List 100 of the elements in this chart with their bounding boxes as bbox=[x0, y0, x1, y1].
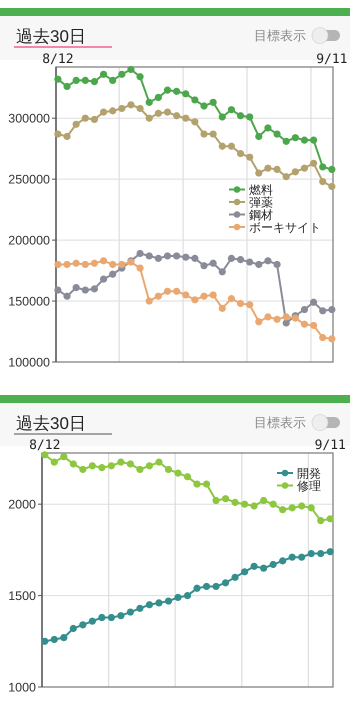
point bbox=[240, 568, 248, 576]
point bbox=[273, 260, 281, 268]
point bbox=[218, 268, 226, 276]
point bbox=[146, 297, 153, 305]
point bbox=[328, 306, 336, 314]
point bbox=[236, 112, 244, 120]
point bbox=[63, 292, 71, 300]
point bbox=[218, 142, 226, 150]
point bbox=[310, 160, 318, 167]
point bbox=[326, 548, 334, 556]
point bbox=[108, 614, 115, 622]
point bbox=[246, 113, 254, 121]
point bbox=[155, 599, 163, 607]
legend-label: 弾薬 bbox=[249, 195, 273, 210]
point bbox=[164, 597, 172, 605]
point bbox=[136, 104, 144, 112]
legend-label: 燃料 bbox=[249, 182, 273, 197]
point bbox=[326, 515, 334, 522]
point bbox=[108, 462, 115, 470]
point bbox=[212, 582, 220, 590]
point bbox=[328, 335, 336, 342]
point bbox=[98, 614, 106, 622]
point bbox=[109, 260, 116, 268]
point bbox=[72, 284, 80, 292]
point bbox=[210, 260, 217, 267]
point bbox=[255, 260, 262, 268]
point bbox=[70, 624, 77, 632]
point bbox=[246, 258, 254, 266]
text: 目標表示 bbox=[254, 415, 306, 430]
point bbox=[228, 142, 236, 150]
point bbox=[279, 506, 286, 514]
point bbox=[282, 173, 290, 180]
point bbox=[319, 178, 326, 186]
point bbox=[173, 88, 180, 95]
point bbox=[117, 458, 124, 466]
point bbox=[182, 90, 190, 98]
point bbox=[317, 550, 324, 558]
point bbox=[72, 120, 80, 128]
point bbox=[231, 498, 239, 506]
point bbox=[210, 291, 217, 299]
point bbox=[182, 291, 190, 299]
y-tick-label: 300000 bbox=[8, 112, 50, 126]
point bbox=[292, 168, 299, 176]
point bbox=[70, 460, 77, 468]
point bbox=[109, 107, 116, 114]
x-tick-label: 9/11 bbox=[314, 438, 346, 453]
point bbox=[173, 252, 180, 260]
point bbox=[136, 466, 144, 474]
point bbox=[63, 260, 71, 268]
point bbox=[174, 470, 182, 477]
point bbox=[146, 462, 154, 470]
point bbox=[240, 500, 248, 508]
point bbox=[88, 462, 96, 470]
point bbox=[202, 582, 210, 590]
point bbox=[100, 70, 108, 78]
point bbox=[310, 322, 318, 330]
point bbox=[202, 480, 210, 488]
point bbox=[136, 604, 144, 612]
point bbox=[146, 252, 153, 260]
point bbox=[273, 130, 281, 138]
point bbox=[200, 262, 208, 270]
point bbox=[236, 300, 244, 308]
point bbox=[191, 296, 198, 304]
point bbox=[191, 254, 198, 262]
point bbox=[218, 304, 226, 312]
point bbox=[282, 319, 290, 327]
point bbox=[292, 134, 299, 142]
point bbox=[54, 130, 62, 138]
point bbox=[164, 466, 172, 474]
x-tick-label: 8/12 bbox=[42, 52, 74, 67]
point bbox=[98, 464, 106, 472]
point bbox=[54, 260, 62, 268]
point bbox=[255, 169, 262, 177]
point bbox=[328, 182, 336, 190]
point bbox=[210, 98, 217, 106]
point bbox=[193, 480, 201, 488]
point bbox=[308, 550, 315, 558]
point bbox=[41, 638, 48, 645]
point bbox=[212, 496, 220, 504]
point bbox=[250, 562, 258, 570]
point bbox=[222, 495, 230, 502]
point bbox=[317, 517, 324, 524]
point bbox=[173, 112, 180, 120]
y-tick-label: 1000 bbox=[8, 680, 36, 694]
point bbox=[154, 94, 162, 102]
point bbox=[146, 98, 153, 106]
point bbox=[218, 113, 226, 121]
point bbox=[88, 618, 96, 625]
point bbox=[182, 114, 190, 122]
point bbox=[288, 504, 296, 512]
point bbox=[164, 288, 172, 295]
point bbox=[200, 102, 208, 110]
x-tick-label: 8/12 bbox=[29, 438, 60, 453]
point bbox=[292, 314, 299, 322]
point bbox=[90, 78, 98, 86]
point bbox=[193, 584, 201, 592]
point bbox=[328, 166, 336, 173]
y-tick-label: 250000 bbox=[8, 172, 50, 187]
point bbox=[319, 307, 326, 314]
point bbox=[174, 594, 182, 602]
